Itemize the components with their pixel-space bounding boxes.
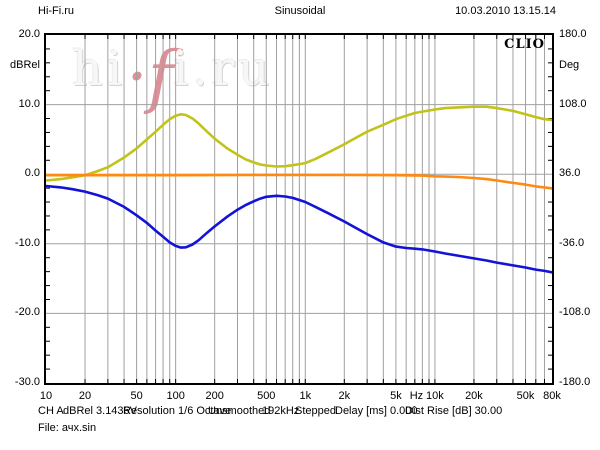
x-axis-tick-label: 80k [543,390,561,402]
x-axis-tick-label: 500 [257,390,276,402]
plot-area: hi·fi.ru CLIO [44,33,554,385]
right-axis-tick-label: 108.0 [559,97,587,110]
file-name: File: ачх.sin [38,422,97,434]
right-axis-tick-label: 180.0 [559,28,587,40]
left-axis-tick-label: 0.0 [24,167,40,180]
x-axis-tick-label: 50k [516,390,535,402]
measurement-title: Sinusoidal [274,5,326,17]
right-axis-tick-label: -108.0 [559,306,591,319]
status-segment: Dist Rise [dB] 30.00 [405,405,503,417]
x-axis-tick-label: 20 [78,390,92,402]
frequency-response-chart [46,35,552,383]
watermark-text: hi [72,41,127,97]
flat-trace-orange [46,173,552,190]
status-segment: Unsmoothed [208,405,271,417]
watermark-accent: ·f [126,38,174,117]
lower-trace-blue [46,184,552,274]
x-axis-tick-label: 5k [390,390,402,402]
right-axis-tick-label: -36.0 [559,236,585,249]
left-axis-tick-label: -10.0 [14,236,40,249]
right-axis-tick-label: -180.0 [559,376,591,388]
left-axis-unit-label: dBRel [10,59,40,71]
x-axis-tick-label: 1k [299,390,312,402]
clio-logo: CLIO [504,37,545,52]
left-axis-tick-label: -30.0 [14,376,40,388]
site-name: Hi-Fi.ru [38,5,75,17]
timestamp: 10.03.2010 13.15.14 [455,5,556,17]
status-segment: Resolution 1/6 Octave [123,405,232,417]
right-axis-unit-label: Deg [559,59,580,71]
x-axis-tick-label: 200 [205,390,224,402]
x-axis-tick-label: 2k [338,390,351,402]
status-segment: 192kHz [262,405,300,417]
status-segment: Stepped [295,405,336,417]
left-axis-tick-label: -20.0 [14,306,40,319]
status-segment: CH A [38,405,64,417]
status-segment: Delay [ms] 0.000 [335,405,418,417]
x-axis-tick-label: 10k [426,390,444,402]
x-axis-tick-label: 100 [166,390,185,402]
right-axis-tick-label: 36.0 [559,167,581,180]
left-axis-tick-label: 20.0 [18,28,40,40]
left-axis-tick-label: 10.0 [18,97,40,110]
x-axis-tick-label: 50 [130,390,143,402]
x-axis-tick-label: 20k [465,390,483,402]
status-segment: dBRel 3.1436V [63,405,137,417]
x-axis-tick-label: Hz [409,390,424,402]
x-axis-tick-label: 10 [39,390,53,402]
upper-trace-yellow [46,105,552,182]
